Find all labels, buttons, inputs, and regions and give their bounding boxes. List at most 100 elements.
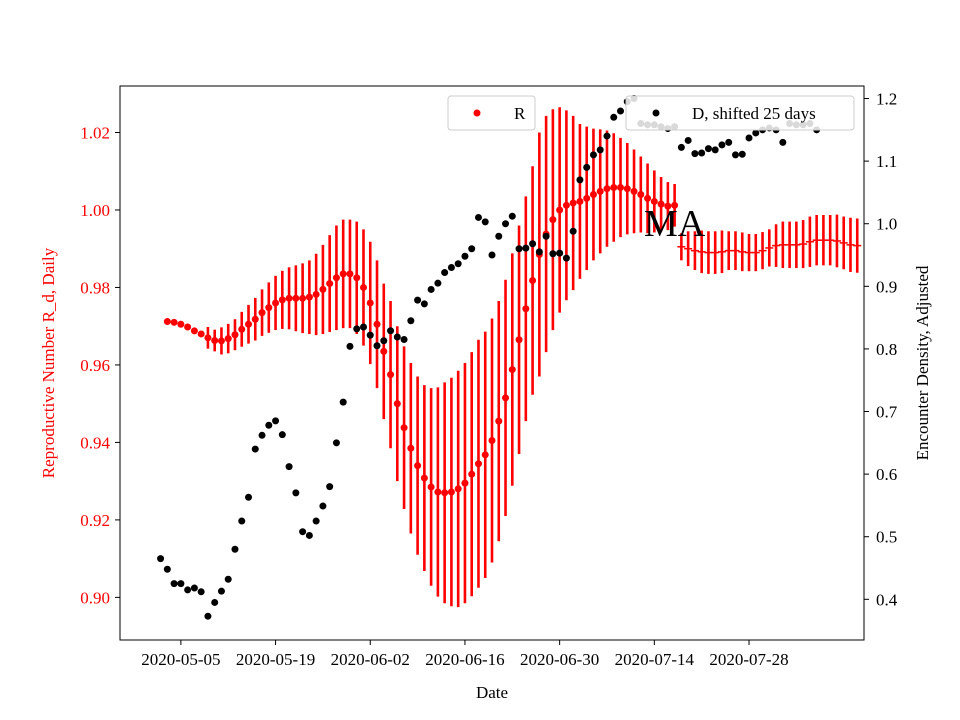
r-point: [346, 270, 354, 278]
r-point: [204, 334, 212, 342]
right-y-axis: 0.4 0.5 0.6 0.7 0.8 0.9 1.0 1.1 1.2: [864, 90, 898, 609]
x-tick-label: 2020-05-19: [236, 650, 315, 669]
x-axis: 2020-05-05 2020-05-19 2020-06-02 2020-06-16…: [141, 640, 789, 669]
d-point: [576, 176, 584, 184]
r-point: [305, 293, 313, 301]
plot-area: [157, 95, 862, 620]
r-point: [589, 190, 597, 198]
d-point: [617, 107, 625, 115]
d-point: [610, 113, 618, 121]
d-point: [285, 463, 293, 471]
r-point: [312, 290, 320, 298]
d-point: [427, 285, 435, 293]
r-point: [285, 294, 293, 302]
d-point: [603, 132, 611, 140]
d-point: [502, 220, 510, 228]
d-point: [217, 587, 225, 595]
r-point: [630, 187, 638, 195]
r-point: [441, 489, 449, 497]
right-y-tick-label: 1.1: [876, 152, 897, 171]
r-point: [569, 199, 577, 207]
r-point: [299, 294, 307, 302]
d-point: [515, 245, 523, 253]
d-point: [339, 398, 347, 406]
left-y-tick-label: 0.96: [80, 356, 110, 375]
left-y-axis-label: Reproductive Number R_d, Daily: [39, 247, 58, 478]
right-y-tick-label: 1.2: [876, 90, 897, 109]
d-point: [738, 150, 746, 158]
r-point: [339, 270, 347, 278]
r-point: [562, 201, 570, 209]
legend-d-box: [625, 95, 855, 131]
d-point: [420, 300, 428, 308]
r-point: [387, 371, 395, 379]
r-point: [420, 474, 428, 482]
d-point: [535, 248, 543, 256]
r-point: [163, 318, 171, 326]
d-point: [157, 555, 165, 563]
r-point: [359, 283, 367, 291]
d-point: [359, 323, 367, 331]
r-point: [265, 304, 273, 312]
d-point: [718, 141, 726, 149]
d-point: [163, 565, 171, 573]
x-tick-label: 2020-06-02: [331, 650, 410, 669]
d-point: [258, 431, 266, 439]
d-point: [434, 279, 442, 287]
d-point: [779, 138, 787, 146]
d-point: [373, 342, 381, 350]
r-point: [211, 337, 219, 345]
r-point: [414, 462, 422, 470]
d-point: [583, 163, 591, 171]
r-point: [245, 320, 253, 328]
r-point: [508, 366, 516, 374]
r-point: [461, 479, 469, 487]
d-point: [231, 545, 239, 553]
d-point: [542, 232, 550, 240]
d-point: [468, 245, 476, 253]
d-point: [265, 421, 273, 429]
r-point: [258, 309, 266, 317]
left-y-axis: 0.90 0.92 0.94 0.96 0.98 1.00 1.02: [80, 123, 120, 607]
d-point: [224, 575, 232, 583]
r-point: [332, 274, 340, 282]
r-point: [644, 194, 652, 202]
r-point: [515, 336, 523, 344]
d-point: [393, 333, 401, 341]
d-point: [366, 331, 374, 339]
d-point: [211, 598, 219, 606]
r-point: [407, 444, 415, 452]
left-y-tick-label: 1.02: [80, 123, 110, 142]
x-tick-label: 2020-07-28: [709, 650, 788, 669]
right-y-tick-label: 0.6: [876, 465, 897, 484]
r-point: [380, 347, 388, 355]
left-y-tick-label: 0.92: [80, 511, 110, 530]
r-point: [556, 206, 564, 214]
legend-r-box: [447, 95, 536, 131]
r-point: [231, 331, 239, 339]
r-point: [447, 488, 455, 496]
d-point: [387, 327, 395, 335]
d-point: [299, 528, 307, 536]
d-point: [332, 439, 340, 447]
d-point: [704, 145, 712, 153]
d-point: [170, 580, 178, 588]
d-point: [184, 586, 192, 594]
r-point: [664, 202, 672, 210]
d-point: [677, 143, 685, 151]
d-point: [272, 417, 280, 425]
right-y-axis-label: Encounter Density, Adjusted: [913, 265, 932, 460]
annotation-text: MA: [644, 203, 706, 245]
r-point: [272, 299, 280, 307]
r-point: [576, 197, 584, 205]
left-y-tick-label: 0.94: [80, 433, 110, 452]
d-point: [474, 213, 482, 221]
d-point: [596, 146, 604, 154]
d-point: [319, 502, 327, 510]
d-point: [441, 269, 449, 277]
r-point: [623, 185, 631, 193]
r-point: [427, 483, 435, 491]
plot-frame: [119, 85, 865, 641]
r-point: [549, 216, 557, 224]
r-point: [366, 299, 374, 307]
